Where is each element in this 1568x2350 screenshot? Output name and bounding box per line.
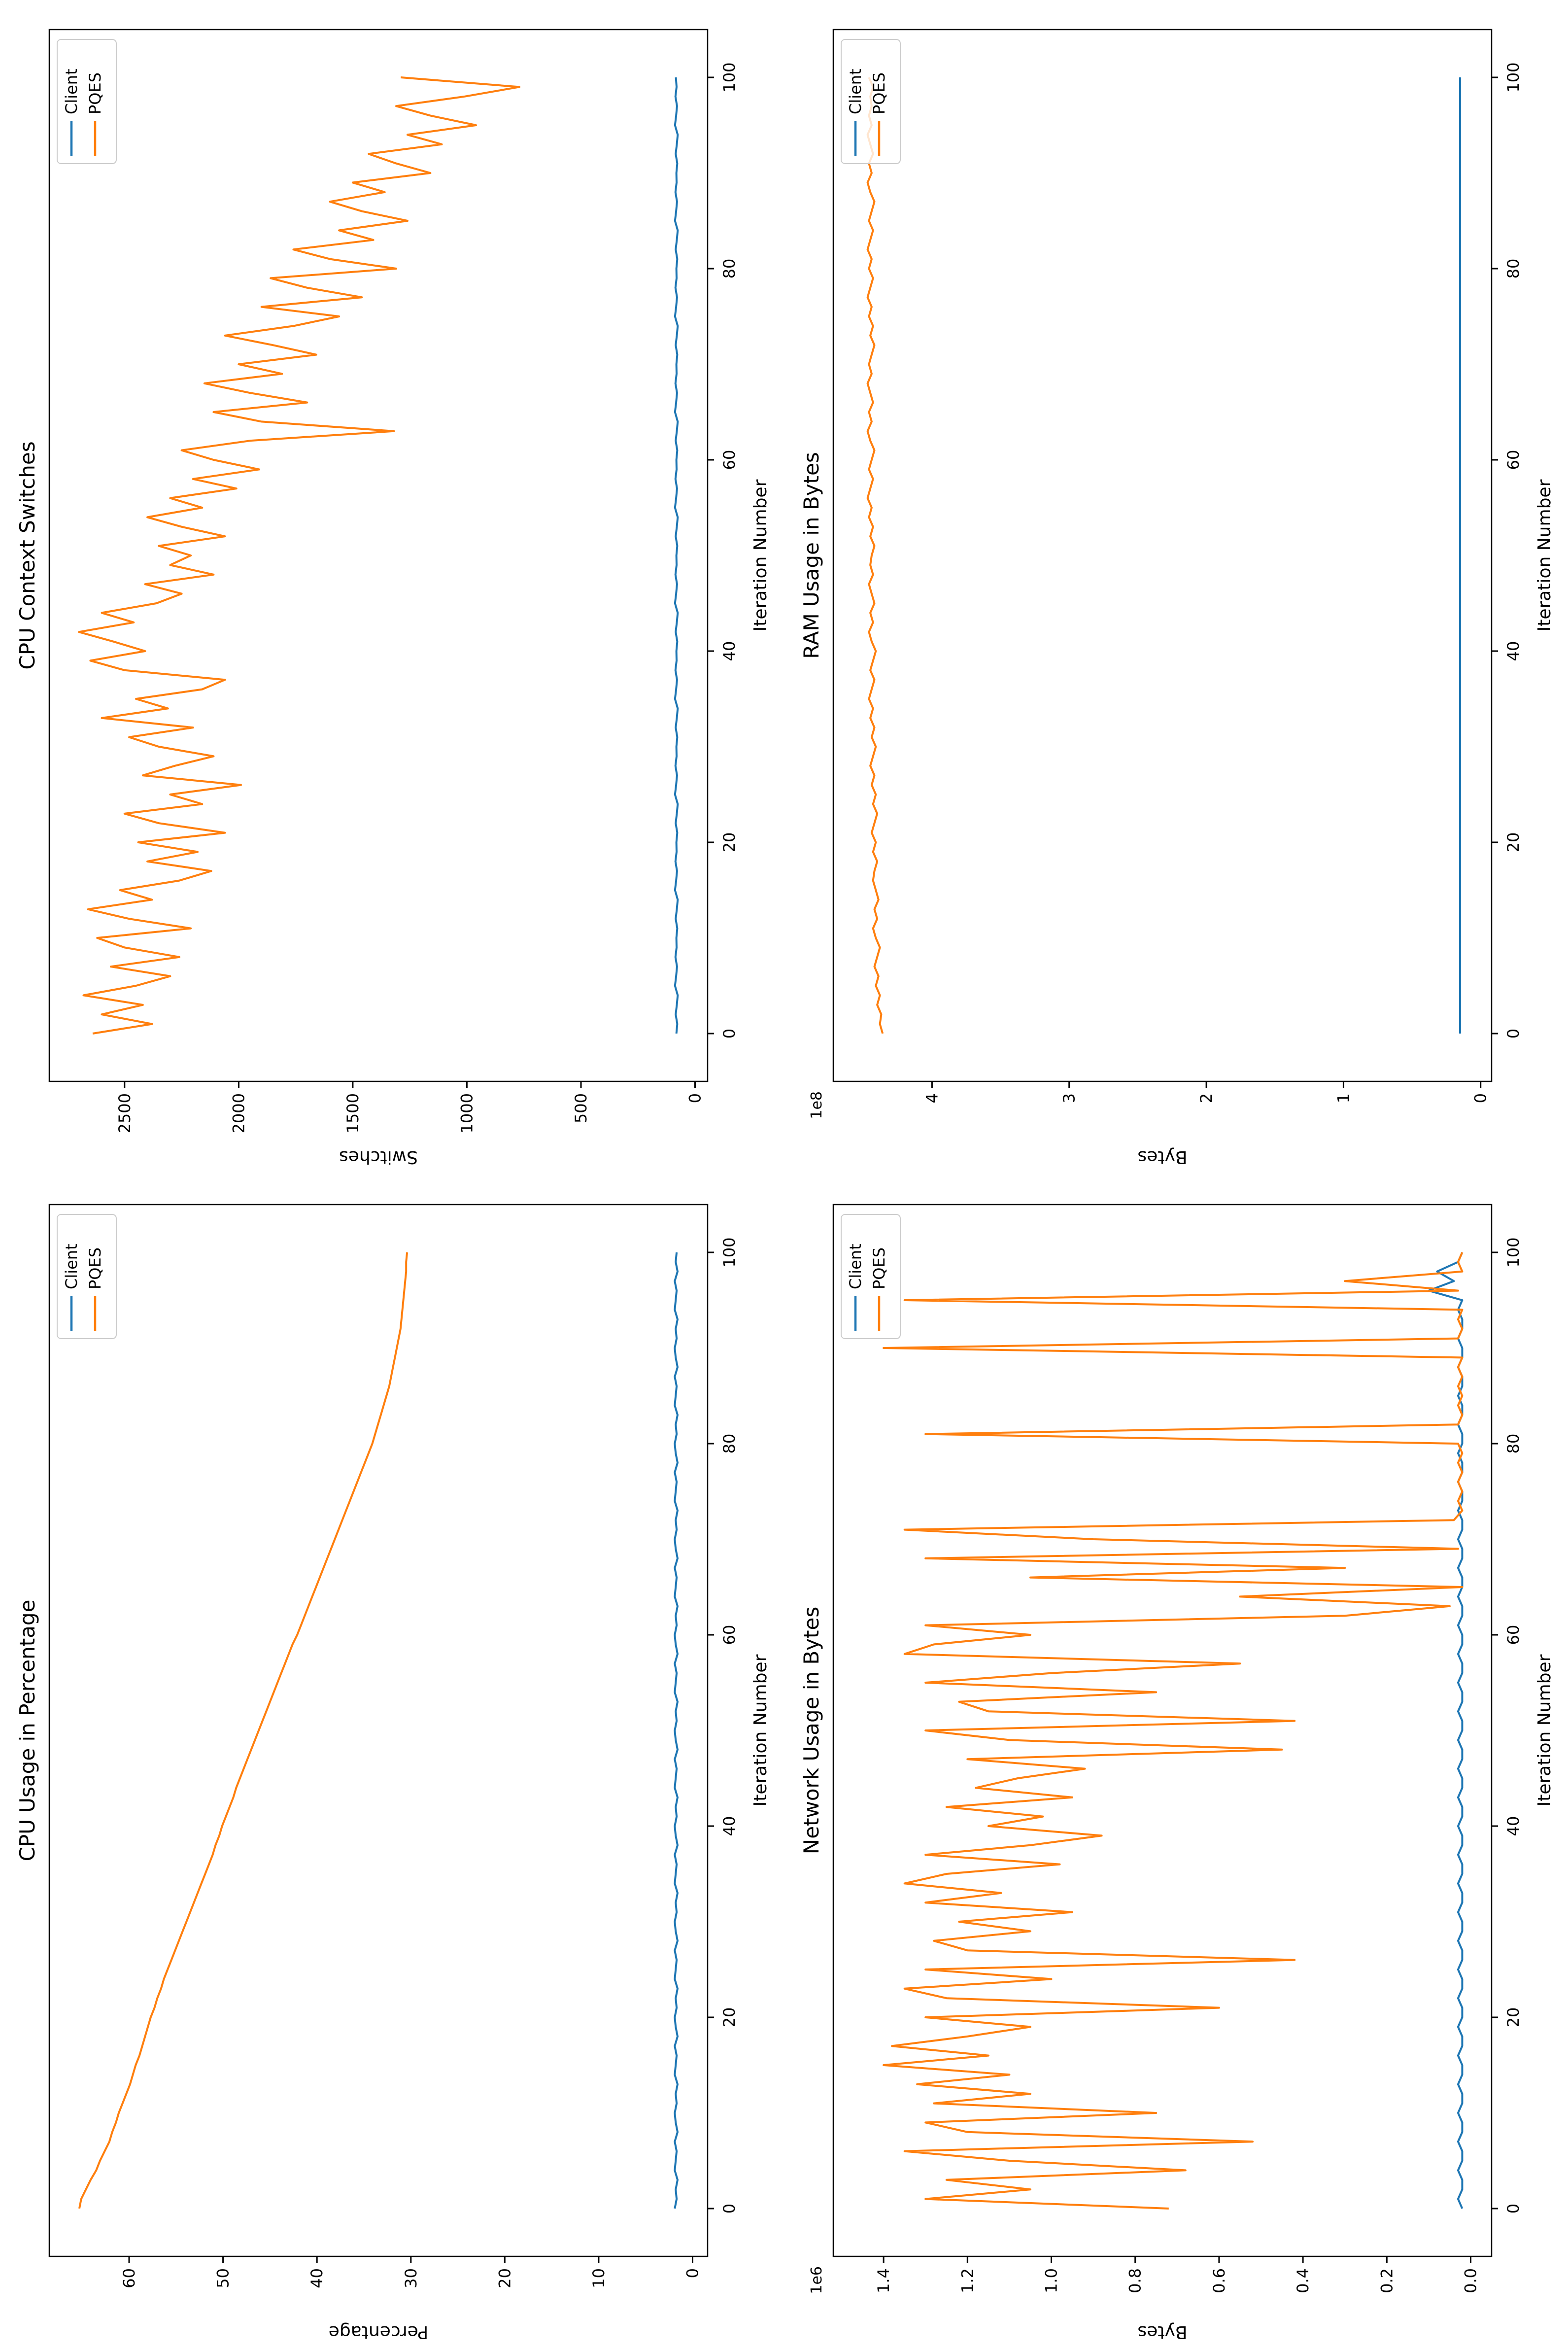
- y-tick-label: 0.6: [1210, 2268, 1228, 2293]
- series-line-client: [674, 77, 679, 1034]
- y-tick-label: 3: [1060, 1093, 1079, 1103]
- y-axis-label: Bytes: [1137, 1147, 1187, 1167]
- x-tick-label: 20: [720, 832, 739, 853]
- cpu-context-switches-plot: 02040608010005001000150020002500Iteratio…: [0, 0, 784, 1175]
- x-tick-label: 20: [1504, 2007, 1523, 2028]
- chart-title: RAM Usage in Bytes: [799, 452, 823, 659]
- chart-ram-usage-bytes: 0 20 40 60 80 100 0 1 2 3 4 Iteration Number Bytes RA…: [784, 0, 1568, 1175]
- plot-background: [0, 0, 784, 1175]
- y-tick-label: 4: [922, 1093, 941, 1103]
- y-tick-label: 0.4: [1294, 2268, 1312, 2293]
- y-axis-label: Percentage: [329, 2322, 429, 2342]
- legend-label: Client: [62, 69, 81, 114]
- axes-spines: [48, 1204, 709, 2257]
- y-tick-label: 1.0: [1042, 2268, 1061, 2293]
- series-line-client: [674, 1252, 679, 2209]
- x-tick-label: 60: [1504, 450, 1523, 470]
- x-tick-label: 60: [1504, 1625, 1523, 1645]
- x-tick-label: 40: [1504, 1816, 1523, 1836]
- x-tick-label: 40: [720, 1816, 739, 1836]
- y-tick-label: 1000: [457, 1093, 476, 1133]
- x-axis-label: Iteration Number: [750, 1654, 771, 1806]
- y-tick-label: 40: [307, 2268, 326, 2288]
- y-tick-label: 30: [402, 2268, 420, 2288]
- y-tick-label: 50: [214, 2268, 233, 2288]
- legend-label: PQES: [870, 1247, 888, 1289]
- plot-background: [0, 1175, 784, 2350]
- x-tick-label: 0: [720, 2204, 739, 2213]
- x-axis-label: Iteration Number: [1534, 479, 1555, 631]
- chart-network-usage-bytes: 0 20 40 60 80 100 0.0 0.2 0.4 0.6 0.8 1.0 1.2 1.4 Iter…: [784, 1175, 1568, 2350]
- chart-title: Network Usage in Bytes: [799, 1607, 823, 1854]
- y-tick-label: 0: [686, 1093, 705, 1103]
- chart-cpu-context-switches: 0 20 40 60 80 100 0 500 1000 1500 2000 2500 Iteratio…: [0, 0, 784, 1175]
- x-axis-label: Iteration Number: [750, 479, 771, 631]
- cpu-usage-plot: 0 20 40 60 80 100 0 10 20 30 40 50 60 Iteration Numbe…: [0, 1175, 784, 2350]
- series-line-pqes: [78, 1252, 409, 2209]
- x-tick-label: 0: [1504, 2204, 1523, 2213]
- y-axis-label: Bytes: [1137, 2322, 1187, 2342]
- y-axis-label: Switches: [339, 1147, 418, 1167]
- network-usage-plot: 0 20 40 60 80 100 0.0 0.2 0.4 0.6 0.8 1.0 1.2 1.4 Iter…: [784, 1175, 1568, 2350]
- legend-label: Client: [846, 1244, 865, 1289]
- x-tick-label: 80: [1504, 259, 1523, 279]
- y-tick-label: 500: [572, 1093, 590, 1123]
- chart-cpu-usage-percentage: 0 20 40 60 80 100 0 10 20 30 40 50 60 Iteration Numbe…: [0, 1175, 784, 2350]
- y-tick-label: 1500: [343, 1093, 362, 1133]
- series-line-client: [1428, 1252, 1464, 2209]
- chart-title: CPU Usage in Percentage: [15, 1600, 39, 1862]
- x-tick-label: 40: [720, 641, 739, 661]
- y-tick-label: 60: [120, 2268, 138, 2288]
- x-tick-label: 60: [720, 450, 739, 470]
- y-tick-label: 0.8: [1126, 2268, 1145, 2293]
- x-tick-label: 100: [720, 62, 739, 92]
- x-tick-label: 20: [1504, 832, 1523, 853]
- y-tick-label: 1.2: [958, 2268, 977, 2293]
- y-tick-label: 1.4: [874, 2268, 893, 2293]
- legend-label: PQES: [86, 1247, 104, 1289]
- legend-label: Client: [62, 1244, 81, 1289]
- y-tick-label: 0: [683, 2268, 702, 2278]
- plot-background: [784, 1175, 1568, 2350]
- x-tick-label: 20: [720, 2007, 739, 2028]
- x-axis-label: Iteration Number: [1534, 1654, 1555, 1806]
- x-tick-label: 100: [1504, 1237, 1523, 1267]
- y-tick-label: 2000: [229, 1093, 248, 1133]
- series-line-pqes: [866, 77, 884, 1034]
- series-line-pqes: [883, 1252, 1464, 2210]
- y-tick-label: 2500: [115, 1093, 134, 1133]
- x-tick-label: 80: [1504, 1434, 1523, 1454]
- y-tick-label: 2: [1197, 1093, 1216, 1103]
- x-tick-label: 100: [1504, 62, 1523, 92]
- x-tick-label: 80: [720, 259, 739, 279]
- legend-label: PQES: [86, 72, 104, 114]
- plot-background: [784, 0, 1568, 1175]
- x-tick-label: 0: [720, 1029, 739, 1038]
- legend-label: PQES: [870, 72, 888, 114]
- y-tick-label: 20: [495, 2268, 514, 2288]
- chart-title: CPU Context Switches: [15, 441, 39, 669]
- x-tick-label: 60: [720, 1625, 739, 1645]
- ram-usage-plot: 0 20 40 60 80 100 0 1 2 3 4 Iteration Number Bytes RA…: [784, 0, 1568, 1175]
- y-tick-label: 0.0: [1462, 2268, 1480, 2293]
- series-line-pqes: [78, 76, 520, 1035]
- axes-spines: [48, 29, 709, 1082]
- axes-spines: [832, 29, 1493, 1082]
- axes-spines: [832, 1204, 1493, 2257]
- y-tick-label: 1: [1334, 1093, 1353, 1103]
- legend-label: Client: [846, 69, 865, 114]
- y-tick-label: 0.2: [1377, 2268, 1396, 2293]
- y-tick-label: 10: [589, 2268, 608, 2288]
- y-axis-offset-text: 1e6: [808, 2266, 825, 2294]
- x-tick-label: 80: [720, 1434, 739, 1454]
- x-tick-label: 100: [720, 1237, 739, 1267]
- y-axis-offset-text: 1e8: [808, 1091, 825, 1119]
- y-tick-label: 0: [1471, 1093, 1490, 1103]
- x-tick-label: 0: [1504, 1029, 1523, 1038]
- x-tick-label: 40: [1504, 641, 1523, 661]
